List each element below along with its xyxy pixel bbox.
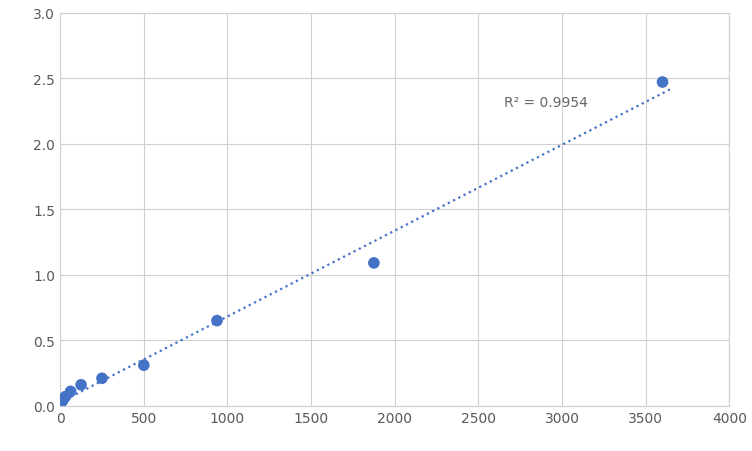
Text: R² = 0.9954: R² = 0.9954 xyxy=(504,96,587,110)
Point xyxy=(368,260,380,267)
Point xyxy=(59,393,71,400)
Point xyxy=(75,382,87,389)
Point xyxy=(138,362,150,369)
Point xyxy=(211,318,223,325)
Point xyxy=(96,375,108,382)
Point xyxy=(56,397,68,404)
Point xyxy=(656,79,669,87)
Point xyxy=(65,388,77,395)
Point xyxy=(54,402,66,410)
